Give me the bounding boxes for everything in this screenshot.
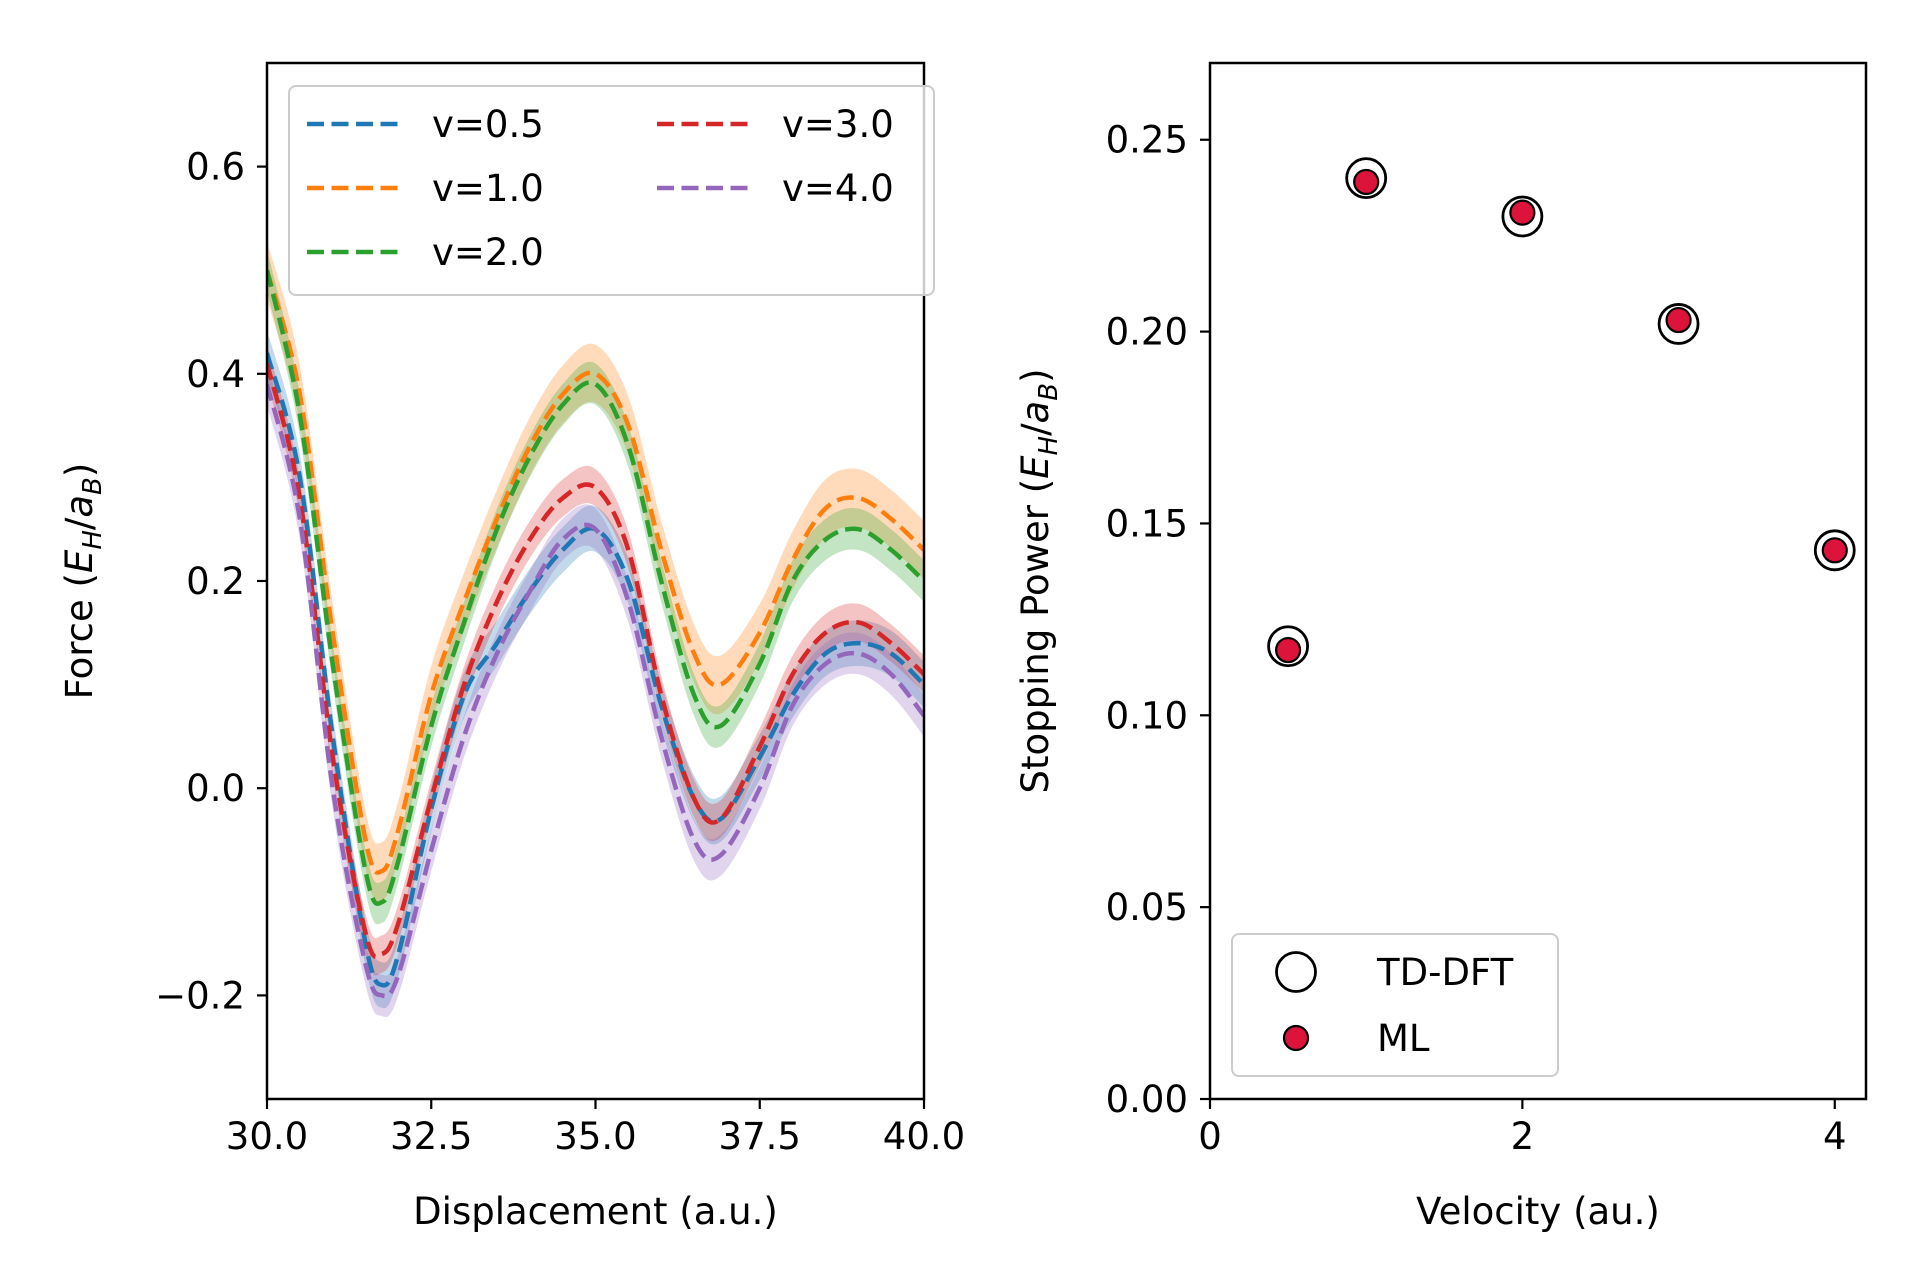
force-legend: v=0.5 v=1.0 v=2.0 v=3.0 v=4.0 bbox=[288, 85, 935, 296]
legend-v-4-0-label: v=4.0 bbox=[782, 167, 894, 210]
force-legend-frame bbox=[288, 85, 935, 296]
stopping-power-x-tick-label: 2 bbox=[1511, 1115, 1535, 1158]
series-v-4-0-line bbox=[267, 383, 924, 999]
force-x-axis-label: Displacement (a.u.) bbox=[413, 1190, 778, 1233]
stopping-power-chart: 0 2 4 0.00 0.05 0.10 0.15 0.20 0.25 Velocity (a… bbox=[1014, 61, 1868, 1233]
force-x-ticks: 30.0 32.5 35.0 37.5 40.0 bbox=[226, 1099, 965, 1158]
force-x-tick-label: 40.0 bbox=[883, 1115, 965, 1158]
stopping-power-x-axis-label: Velocity (au.) bbox=[1416, 1190, 1660, 1233]
force-y-tick-label: 0.6 bbox=[186, 146, 245, 189]
force-uncertainty-bands bbox=[267, 241, 924, 1018]
point-ml bbox=[1274, 636, 1302, 664]
force-y-tick-label: 0.2 bbox=[186, 560, 245, 603]
series-v-3-0-band bbox=[267, 344, 924, 976]
point-ml bbox=[1665, 306, 1692, 334]
stopping-power-x-ticks: 0 2 4 bbox=[1198, 1099, 1847, 1158]
legend-td-dft-swatch bbox=[1275, 951, 1317, 993]
point-td-dft bbox=[1813, 529, 1856, 572]
legend-v-2-0-label: v=2.0 bbox=[432, 231, 544, 274]
series-v-4-0-band bbox=[267, 363, 924, 1018]
stopping-power-y-tick-label: 0.00 bbox=[1106, 1078, 1188, 1121]
force-y-tick-label: −0.2 bbox=[155, 974, 245, 1017]
stopping-power-legend: TD-DFT ML bbox=[1231, 933, 1559, 1077]
series-v-3-0-line bbox=[267, 362, 924, 960]
force-y-ticks: −0.2 0.0 0.2 0.4 0.6 bbox=[155, 146, 267, 1017]
stopping-power-y-axis-label: Stopping Power (EH/aB) bbox=[1014, 368, 1064, 793]
point-td-dft bbox=[1267, 625, 1309, 668]
force-x-tick-label: 30.0 bbox=[226, 1115, 308, 1158]
series-v-1-0-line bbox=[267, 269, 924, 875]
stopping-power-x-tick-label: 4 bbox=[1823, 1115, 1847, 1158]
legend-ml-swatch bbox=[1282, 1024, 1310, 1052]
point-td-dft bbox=[1501, 195, 1544, 238]
stopping-power-y-tick-label: 0.25 bbox=[1106, 119, 1188, 162]
stopping-power-y-tick-label: 0.20 bbox=[1106, 311, 1188, 354]
force-y-tick-label: 0.0 bbox=[186, 767, 245, 810]
stopping-power-y-tick-label: 0.10 bbox=[1106, 694, 1188, 737]
legend-ml-label: ML bbox=[1377, 1017, 1430, 1060]
legend-td-dft-label: TD-DFT bbox=[1376, 951, 1514, 994]
legend-v-1-0-label: v=1.0 bbox=[432, 167, 544, 210]
stopping-power-x-tick-label: 0 bbox=[1198, 1115, 1222, 1158]
stopping-power-y-tick-label: 0.05 bbox=[1106, 886, 1188, 929]
series-v-2-0-line bbox=[267, 269, 924, 906]
force-chart: 30.0 32.5 35.0 37.5 40.0 −0.2 0.0 0.2 0.4 0.6 Di… bbox=[58, 61, 965, 1233]
force-x-tick-label: 35.0 bbox=[554, 1115, 636, 1158]
stopping-power-y-ticks: 0.00 0.05 0.10 0.15 0.20 0.25 bbox=[1106, 119, 1210, 1121]
force-x-tick-label: 37.5 bbox=[719, 1115, 801, 1158]
point-ml bbox=[1821, 537, 1848, 564]
legend-v-0-5-label: v=0.5 bbox=[432, 103, 544, 146]
force-y-axis-label: Force (EH/aB) bbox=[58, 463, 108, 700]
stopping-power-legend-frame bbox=[1231, 933, 1559, 1077]
stopping-power-plot-frame bbox=[1208, 61, 1868, 1101]
point-ml bbox=[1509, 199, 1536, 226]
force-y-tick-label: 0.4 bbox=[186, 353, 245, 396]
force-series-lines bbox=[267, 269, 924, 999]
stopping-power-y-tick-label: 0.15 bbox=[1106, 502, 1188, 545]
legend-v-3-0-label: v=3.0 bbox=[782, 103, 894, 146]
force-x-tick-label: 32.5 bbox=[390, 1115, 472, 1158]
series-v-1-0-band bbox=[267, 241, 924, 902]
point-ml bbox=[1353, 168, 1380, 196]
series-v-2-0-band bbox=[267, 249, 924, 925]
point-td-dft bbox=[1657, 303, 1700, 345]
stopping-power-points bbox=[1267, 157, 1856, 668]
point-td-dft bbox=[1345, 157, 1388, 200]
